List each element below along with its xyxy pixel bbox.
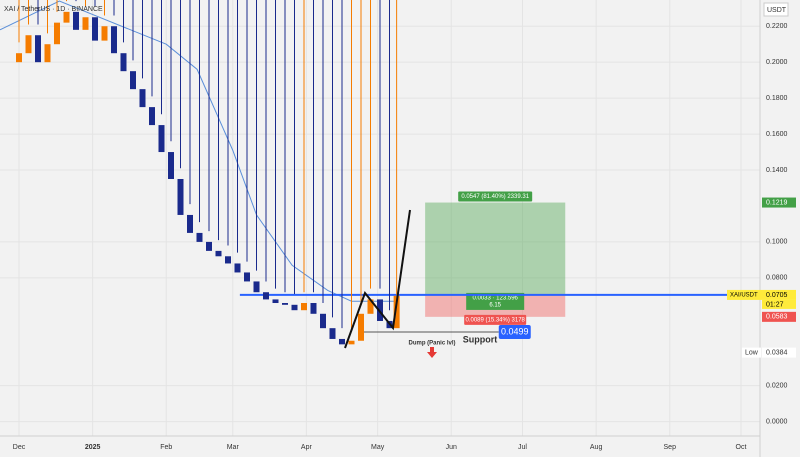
- x-tick-label: Oct: [736, 444, 747, 451]
- candle-body: [367, 299, 374, 314]
- plot: 0.0547 (81.40%) 2339.31 0.0033 · 123.5966…: [0, 0, 760, 358]
- candle-body: [139, 89, 146, 108]
- target-price-bg: [762, 197, 796, 208]
- candle-body: [301, 303, 307, 311]
- target-label-bg: [458, 191, 533, 202]
- x-tick-label: 2025: [85, 444, 101, 451]
- currency: USDT: [767, 7, 787, 14]
- candle-body: [234, 263, 241, 273]
- support-text: Support: [463, 334, 498, 344]
- candle-body: [329, 328, 336, 339]
- pattern-drawing: [344, 209, 411, 349]
- candle-body: [393, 295, 400, 329]
- candle-body: [63, 11, 70, 23]
- entry-price-bg: [762, 289, 796, 300]
- candle-body: [291, 304, 298, 311]
- candle-body: [339, 338, 345, 345]
- candle-body: [158, 125, 165, 153]
- x-tick-label: Aug: [590, 444, 603, 451]
- candle-body: [215, 250, 222, 257]
- x-tick-label: Sep: [664, 444, 677, 451]
- candle-body: [206, 241, 212, 251]
- candle-body: [225, 256, 231, 264]
- y-tick-label: 0.0800: [766, 275, 788, 282]
- x-tick-label: Feb: [160, 444, 172, 451]
- x-tick-label: Apr: [301, 444, 313, 451]
- countdown: 01:27: [766, 301, 784, 308]
- candle-body: [177, 179, 184, 215]
- candle-body: [348, 340, 355, 345]
- support-price: 0.0499: [501, 326, 529, 336]
- symbol-label: XAI/USDT: [730, 292, 758, 298]
- candle-body: [44, 44, 51, 63]
- candle-body: [196, 232, 203, 242]
- position-ratio: 6.15: [489, 302, 501, 308]
- x-tick-label: Jun: [446, 444, 457, 451]
- entry-price: 0.0705: [766, 292, 788, 299]
- candle-body: [82, 17, 89, 30]
- candle-body: [92, 17, 98, 41]
- y-tick-label: 0.0200: [766, 383, 788, 390]
- dump-text: Dump (Panic lvl): [408, 341, 455, 347]
- candle-body: [272, 299, 279, 304]
- candle-body: [168, 152, 174, 180]
- candle-body: [35, 35, 41, 63]
- stop-label: 0.0089 (15.34%) 3178: [465, 317, 525, 323]
- x-tick-label: May: [371, 444, 385, 451]
- candle-body: [320, 313, 326, 329]
- position-label-bg: [466, 292, 525, 310]
- stop-price-bg: [762, 311, 796, 322]
- support-price-bg: [498, 324, 531, 339]
- low-price-bg: [762, 347, 796, 358]
- countdown-bg: [762, 299, 796, 309]
- candle-body: [263, 292, 269, 300]
- candle-body: [149, 107, 155, 126]
- candle-body: [310, 303, 317, 314]
- candle-body: [253, 281, 260, 293]
- chart-title: XAI / TetherUS · 1D · BINANCE: [4, 6, 103, 13]
- dump-arrow: [427, 347, 437, 358]
- candle-body: [16, 53, 22, 63]
- y-tick-label: 0.1000: [766, 239, 788, 246]
- y-tick-label: 0.1400: [766, 167, 788, 174]
- candle-body: [187, 214, 193, 233]
- candle-body: [120, 53, 127, 72]
- candle-body: [111, 26, 117, 54]
- candle-body: [25, 35, 32, 54]
- y-tick-label: 0.1800: [766, 95, 788, 102]
- x-tick-label: Jul: [518, 444, 527, 451]
- x-tick-label: Dec: [13, 444, 26, 451]
- candle-body: [244, 272, 250, 282]
- candle-body: [358, 313, 364, 341]
- y-tick-label: 0.1600: [766, 131, 788, 138]
- y-tick-label: 0.0000: [766, 418, 788, 425]
- stop-label-bg: [464, 314, 527, 325]
- candle-body: [54, 22, 60, 45]
- stop-price: 0.0583: [766, 314, 788, 321]
- x-tick-label: Mar: [227, 444, 240, 451]
- y-tick-label: 0.2000: [766, 59, 788, 66]
- position-label: 0.0033 · 123.596: [473, 295, 519, 301]
- symbol-bg: [727, 289, 762, 300]
- target-zone: [425, 202, 566, 295]
- target-price: 0.1219: [766, 199, 788, 206]
- low-text: Low: [745, 349, 759, 356]
- candle-body: [101, 26, 108, 41]
- target-label: 0.0547 (81.40%) 2339.31: [461, 194, 529, 200]
- candle-body: [130, 71, 136, 90]
- currency-box: [763, 2, 789, 17]
- candle-body: [282, 303, 288, 305]
- low-price: 0.0384: [766, 349, 788, 356]
- candle-body: [73, 11, 79, 30]
- low-text-bg: [742, 347, 761, 358]
- y-tick-label: 0.2200: [766, 23, 788, 30]
